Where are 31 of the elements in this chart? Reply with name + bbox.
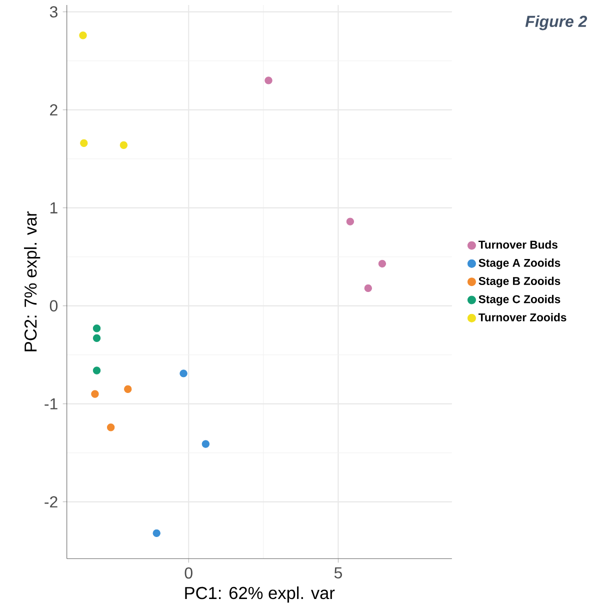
y-tick-label: 1 [50,202,58,214]
y-tick-label: -2 [44,496,58,508]
point [346,218,354,226]
x-tick-label: 5 [334,567,342,578]
point [364,284,372,292]
y-tick-label: 2 [50,104,58,116]
point [124,385,132,393]
point [79,32,88,40]
legend-label: Stage B Zooids [478,276,560,288]
y-tick-label: 0 [50,300,58,312]
y-tick-label: -1 [44,398,58,410]
point [93,366,101,374]
point [93,334,101,342]
y-axis-title: PC2: 7% expl. var [24,211,40,352]
y-tick-label: 3 [50,6,58,18]
x-axis-title: PC1: 62% expl. var [185,586,335,603]
point [120,141,128,149]
point [107,423,115,432]
legend-label: Stage A Zooids [478,258,560,270]
point [93,324,101,332]
legend-label: Turnover Buds [478,240,558,249]
legend-label: Turnover Zooids [478,313,566,322]
caption: Figure 2 [526,15,588,30]
point [152,529,161,538]
point [264,76,273,84]
point [180,370,188,378]
point [202,440,210,448]
point [378,260,386,268]
point [91,390,100,398]
point [80,139,88,148]
legend-label: Stage C Zooids [478,294,560,306]
